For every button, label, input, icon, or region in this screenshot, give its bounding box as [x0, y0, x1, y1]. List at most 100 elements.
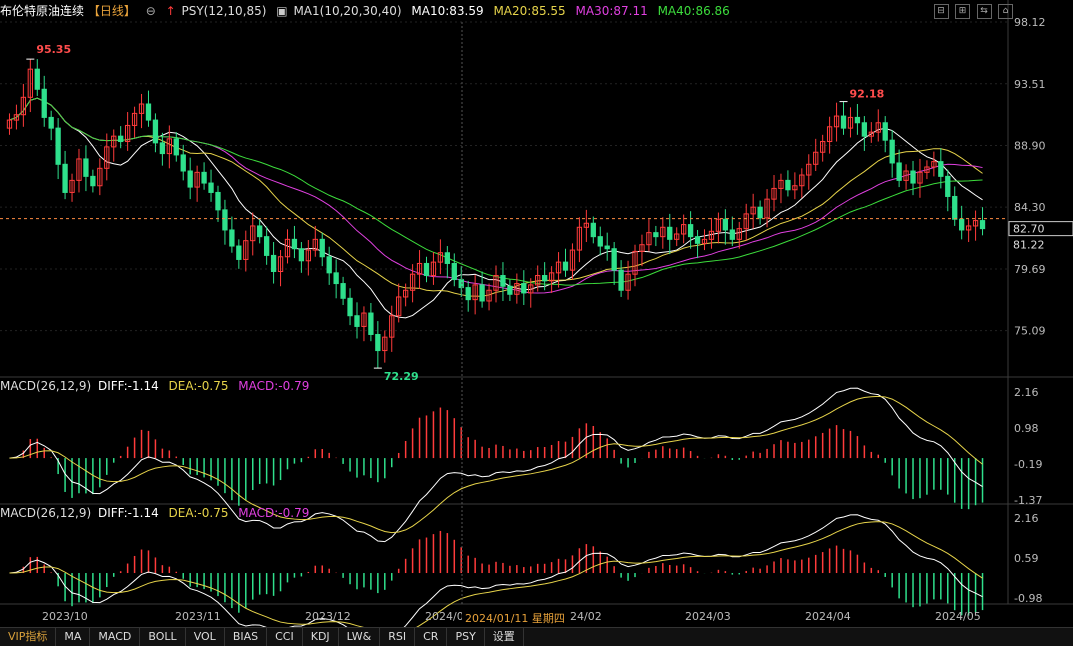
candle-body: [340, 283, 346, 299]
ma10-value: MA10:83.59: [411, 4, 484, 18]
candle-body: [111, 135, 117, 148]
candle-body: [854, 116, 861, 124]
x-tick-label: 2024/04: [805, 610, 851, 623]
minimize-icon[interactable]: ⊟: [933, 4, 949, 19]
candle-body: [778, 179, 784, 189]
macd-dea-line: [9, 521, 983, 636]
swap-icon[interactable]: ⇆: [976, 4, 992, 19]
macd-tick-label: 0.98: [1014, 422, 1039, 435]
y-tick-label: 98.12: [1014, 16, 1046, 29]
candle-body: [959, 218, 965, 231]
candle-body: [896, 162, 902, 181]
indicator-tabs: VIP指标 MA MACD BOLL VOL BIAS CCI KDJ LW& RSI CR PSY 设…: [0, 627, 1073, 646]
home-icon[interactable]: ⌂: [998, 4, 1013, 19]
maximize-icon[interactable]: ⊞: [955, 4, 970, 19]
macd-macd: MACD:-0.79: [238, 506, 310, 520]
candle-body: [903, 170, 909, 181]
macd-tick-label: -0.19: [1014, 458, 1042, 471]
candle-body: [361, 312, 367, 327]
candle-body: [41, 88, 47, 118]
candle-body: [326, 256, 332, 274]
tab-rsi[interactable]: RSI: [380, 628, 416, 646]
y-tick-label: 79.69: [1014, 263, 1046, 276]
candle-body: [555, 261, 562, 274]
candle-body: [722, 218, 729, 231]
tab-kdj[interactable]: KDJ: [303, 628, 339, 646]
candle-body: [743, 213, 749, 230]
period-label[interactable]: 【日线】: [87, 4, 136, 18]
y-tick-label: 75.09: [1014, 325, 1046, 338]
current-price-label: 82.70: [1013, 223, 1045, 236]
candle-body: [694, 236, 701, 244]
x-tick-label: 2023/10: [42, 610, 88, 623]
candle-body: [166, 138, 172, 155]
macd-diff: DIFF:-1.14: [97, 506, 159, 520]
macd-tick-label: -0.98: [1014, 592, 1042, 605]
tab-bias[interactable]: BIAS: [225, 628, 268, 646]
candle-body: [660, 226, 666, 238]
candle-body: [409, 273, 416, 291]
psy-label[interactable]: PSY(12,10,85): [181, 4, 267, 18]
y-tick-label: 93.51: [1014, 78, 1046, 91]
candle-body: [389, 315, 395, 338]
tab-cr[interactable]: CR: [415, 628, 448, 646]
current-price-box: [1008, 221, 1073, 237]
candle-body: [569, 249, 576, 271]
candle-body: [138, 103, 145, 114]
tab-vip[interactable]: VIP指标: [0, 628, 57, 646]
candle-body: [236, 245, 242, 260]
candle-body: [507, 285, 513, 295]
candle-body: [173, 138, 179, 156]
candle-body: [667, 226, 673, 240]
candle-body: [729, 229, 735, 240]
macd-dea: DEA:-0.75: [168, 379, 229, 393]
tab-psy[interactable]: PSY: [447, 628, 485, 646]
candle-body: [444, 252, 451, 264]
tab-cci[interactable]: CCI: [267, 628, 303, 646]
candle-body: [576, 226, 583, 251]
candle-body: [639, 244, 645, 252]
candle-body: [528, 284, 534, 294]
macd-diff-line: [9, 387, 983, 543]
candle-body: [145, 103, 152, 121]
candle-body: [952, 195, 958, 220]
candle-body: [159, 142, 166, 155]
candle-body: [868, 131, 874, 137]
candle-body: [548, 272, 555, 282]
candle-body: [76, 158, 82, 181]
candle-body: [201, 171, 207, 184]
candle-body: [674, 233, 680, 240]
candle-body: [124, 124, 131, 143]
candle-body: [493, 275, 499, 291]
tab-ma[interactable]: MA: [56, 628, 91, 646]
candle-body: [416, 262, 423, 275]
macd-title[interactable]: MACD(26,12,9): [0, 506, 92, 520]
candle-body: [305, 249, 311, 262]
tab-boll[interactable]: BOLL: [140, 628, 186, 646]
y-tick-label: 84.30: [1014, 201, 1046, 214]
candle-body: [62, 163, 68, 193]
macd-dea: DEA:-0.75: [168, 506, 229, 520]
macd-title[interactable]: MACD(26,12,9): [0, 379, 92, 393]
candle-body: [229, 229, 235, 247]
candle-body: [465, 287, 471, 301]
ma-icon: ▣: [276, 4, 288, 18]
tab-[interactable]: 设置: [485, 628, 524, 646]
candle-body: [55, 127, 61, 165]
candle-body: [875, 122, 881, 133]
candle-body: [799, 174, 805, 187]
candle-body: [354, 315, 360, 327]
candle-body: [472, 284, 478, 301]
ma-param[interactable]: MA1(10,20,30,40): [293, 4, 402, 18]
candle-body: [806, 163, 812, 176]
toggle-icon[interactable]: ⊖: [145, 4, 156, 18]
tab-macd[interactable]: MACD: [90, 628, 141, 646]
macd-diff: DIFF:-1.14: [97, 379, 159, 393]
window-controls: ⊟ ⊞ ⇆ ⌂: [931, 3, 1013, 19]
candle-body: [396, 296, 402, 317]
x-tick-label: 2023/12: [305, 610, 351, 623]
tab-lw[interactable]: LW&: [339, 628, 381, 646]
tab-vol[interactable]: VOL: [186, 628, 225, 646]
x-tick-label: 2024/03: [685, 610, 731, 623]
